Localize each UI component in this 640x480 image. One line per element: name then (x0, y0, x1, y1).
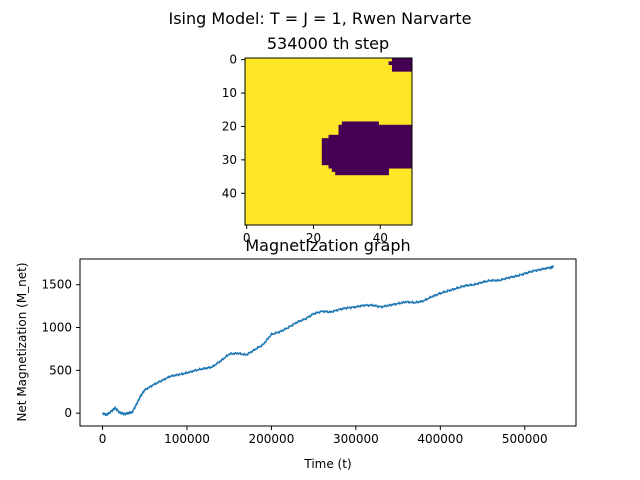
heatmap-x-tick-label: 0 (243, 231, 251, 245)
line-y-tick-label: 500 (49, 363, 72, 377)
heatmap-x-tick-label: 40 (373, 231, 388, 245)
line-x-tick-label: 200000 (249, 432, 295, 446)
heatmap-y-tick-label: 0 (229, 53, 237, 67)
line-chart-x-axis: 0 100000 200000 300000 400000 500000 (99, 426, 548, 446)
line-chart-frame (79, 258, 577, 427)
line-x-tick-label: 400000 (417, 432, 463, 446)
heatmap-spin-down-region-9 (335, 171, 389, 176)
magnetization-series-line (102, 265, 555, 417)
line-chart-x-label: Time (t) (303, 457, 351, 471)
heatmap-panel: 534000 th step 0 20 40 0 10 20 30 40 (222, 34, 413, 245)
line-x-tick-label: 0 (99, 432, 107, 446)
line-chart-y-axis: 0 500 1000 1500 (41, 278, 80, 420)
heatmap-frame (244, 57, 413, 226)
heatmap-title: 534000 th step (267, 34, 389, 53)
line-x-tick-label: 100000 (164, 432, 210, 446)
heatmap-spin-down-region-6 (321, 138, 413, 166)
line-y-tick-label: 1000 (41, 321, 72, 335)
line-y-tick-label: 0 (64, 406, 72, 420)
heatmap-y-tick-label: 30 (222, 153, 237, 167)
line-x-tick-label: 300000 (333, 432, 379, 446)
heatmap-spin-down-region-2 (391, 64, 413, 72)
heatmap-cells (245, 58, 413, 225)
figure-suptitle: Ising Model: T = J = 1, Rwen Narvarte (169, 9, 472, 28)
line-chart-panel: 0 100000 200000 300000 400000 500000 0 500 1000… (15, 236, 577, 471)
heatmap-spin-down-region-5 (328, 134, 413, 139)
heatmap-spin-down-region-0 (391, 58, 413, 62)
heatmap-spin-down-region-1 (388, 61, 413, 65)
heatmap-spin-down-region-3 (341, 121, 379, 126)
line-chart-y-label: Net Magnetization (M_net) (15, 262, 29, 421)
heatmap-y-axis: 0 10 20 30 40 (222, 53, 245, 200)
heatmap-x-tick-label: 20 (306, 231, 321, 245)
heatmap-spin-down-region-7 (328, 164, 413, 169)
heatmap-spin-down-region-4 (338, 124, 413, 136)
line-x-tick-label: 500000 (502, 432, 548, 446)
line-chart-title: Magnetization graph (245, 236, 410, 255)
heatmap-y-tick-label: 20 (222, 119, 237, 133)
line-y-tick-label: 1500 (41, 278, 72, 292)
heatmap-y-tick-label: 40 (222, 186, 237, 200)
heatmap-y-tick-label: 10 (222, 86, 237, 100)
heatmap-spin-down-region-8 (331, 168, 389, 172)
heatmap-x-axis: 0 20 40 (243, 225, 388, 245)
